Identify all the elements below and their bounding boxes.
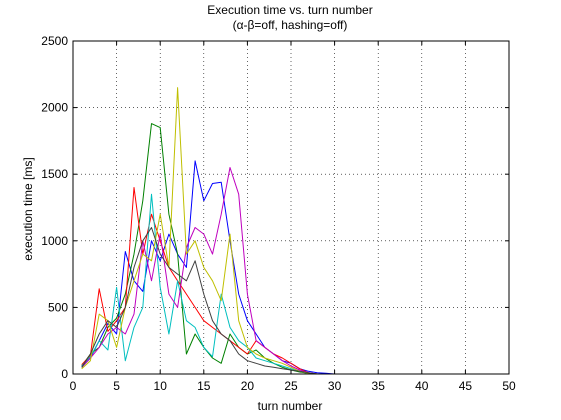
x-tick-label: 40 — [415, 379, 429, 393]
chart-title: Execution time vs. turn number — [207, 3, 372, 17]
x-tick-label: 10 — [154, 379, 168, 393]
series-line-3 — [81, 187, 335, 375]
x-tick-label: 35 — [372, 379, 386, 393]
x-tick-label: 30 — [328, 379, 342, 393]
x-tick-label: 45 — [459, 379, 473, 393]
y-tick-label: 0 — [61, 367, 68, 381]
y-tick-label: 2000 — [41, 101, 68, 115]
x-tick-label: 50 — [502, 379, 516, 393]
series-line-5 — [81, 167, 335, 375]
series-layer — [81, 87, 509, 375]
x-tick-label: 5 — [113, 379, 120, 393]
y-tick-label: 1500 — [41, 167, 68, 181]
x-tick-label: 20 — [241, 379, 255, 393]
y-tick-label: 1000 — [41, 234, 68, 248]
y-axis-label: execution time [ms] — [21, 157, 35, 260]
series-line-4 — [81, 193, 335, 375]
y-tick-label: 500 — [48, 300, 68, 314]
series-line-6 — [81, 87, 335, 375]
plot-frame — [72, 40, 510, 375]
series-line-2 — [81, 123, 335, 375]
x-tick-label: 15 — [197, 379, 211, 393]
grid-layer — [72, 40, 510, 375]
x-tick-label: 0 — [70, 379, 77, 393]
series-line-7 — [81, 227, 335, 375]
chart-subtitle: (α-β=off, hashing=off) — [233, 18, 348, 32]
x-tick-label: 25 — [284, 379, 298, 393]
y-tick-label: 2500 — [41, 34, 68, 48]
x-axis-label: turn number — [258, 399, 323, 413]
